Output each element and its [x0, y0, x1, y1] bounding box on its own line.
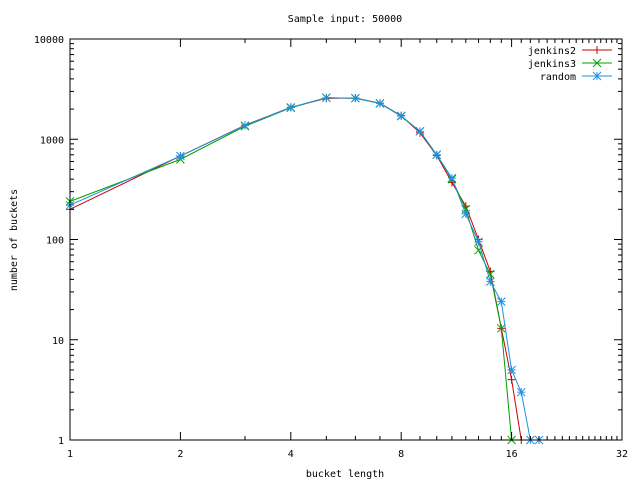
data-point — [516, 387, 526, 397]
legend-entry: random — [540, 71, 612, 83]
legend-entry: jenkins2 — [528, 46, 612, 57]
data-point — [507, 365, 516, 375]
x-tick-label: 1 — [67, 449, 73, 460]
y-axis-ticks: 1 10 100 1000 10000 — [34, 35, 622, 447]
x-axis-label: bucket length — [306, 469, 384, 480]
data-point — [592, 58, 602, 68]
x-tick-label: 8 — [398, 449, 404, 460]
data-point — [351, 93, 360, 103]
data-point — [396, 111, 406, 121]
legend-entry: jenkins3 — [528, 58, 612, 70]
data-point — [485, 277, 495, 286]
data-point — [176, 151, 185, 161]
y-axis-label: number of buckets — [9, 189, 20, 291]
x-axis-ticks: 1 2 4 8 16 32 — [67, 39, 628, 460]
x-tick-label: 32 — [616, 449, 628, 460]
data-point — [432, 150, 442, 160]
x-tick-label: 2 — [177, 449, 183, 460]
legend-label: jenkins2 — [528, 46, 576, 57]
legend-label: random — [540, 72, 576, 83]
legend-label: jenkins3 — [528, 59, 576, 70]
data-point — [474, 245, 483, 255]
data-point — [461, 209, 471, 219]
y-tick-label: 100 — [46, 236, 64, 247]
data-point — [507, 375, 516, 384]
y-tick-label: 1 — [58, 436, 64, 447]
legend: jenkins2 jenkins3 random — [528, 46, 612, 83]
data-point — [496, 297, 506, 306]
data-point — [415, 126, 425, 136]
data-point — [321, 93, 331, 103]
data-point — [592, 71, 602, 81]
data-point — [240, 121, 250, 130]
x-tick-label: 16 — [506, 449, 518, 460]
data-point — [496, 323, 506, 333]
data-point — [286, 103, 296, 112]
chart-title: Sample input: 50000 — [288, 14, 402, 25]
data-point — [447, 173, 457, 183]
data-point — [474, 237, 483, 247]
y-tick-label: 1000 — [40, 135, 64, 146]
y-tick-label: 10 — [52, 336, 64, 347]
x-tick-label: 4 — [288, 449, 294, 460]
data-point — [593, 46, 601, 54]
data-point — [375, 99, 385, 108]
y-tick-label: 10000 — [34, 35, 64, 46]
